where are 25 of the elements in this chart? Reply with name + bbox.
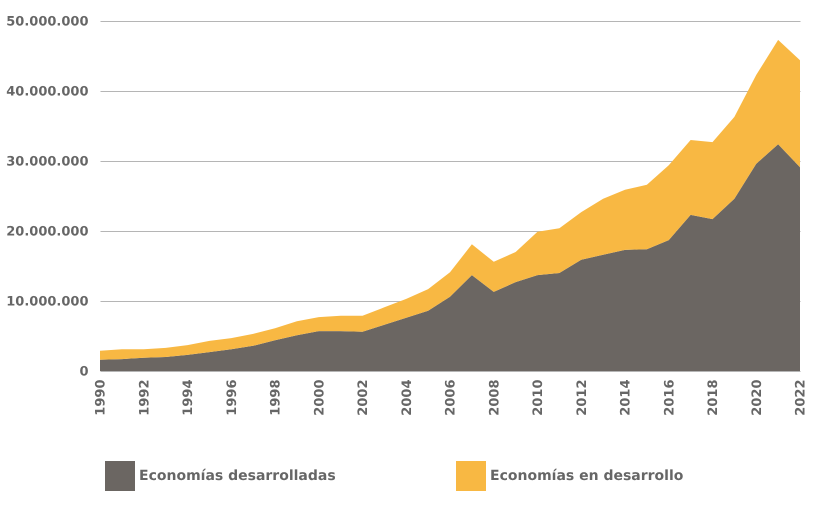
x-tick-label: 2006 (444, 380, 458, 416)
legend-label: Economías desarrolladas (139, 468, 336, 484)
y-tick-label: 40.000.000 (6, 84, 88, 100)
x-tick-label: 1992 (137, 380, 152, 416)
x-tick-label: 2008 (487, 380, 502, 416)
x-tick-label: 2016 (662, 380, 678, 416)
x-tick-label: 2018 (706, 380, 721, 416)
y-tick-label: 20.000.000 (6, 224, 88, 240)
x-tick-label: 2014 (618, 380, 634, 416)
x-tick-label: 2022 (794, 380, 808, 416)
y-tick-label: 50.000.000 (6, 14, 88, 30)
x-tick-label: 2020 (750, 380, 765, 416)
x-tick-label: 1996 (224, 380, 240, 416)
legend-label: Economías en desarrollo (490, 468, 684, 484)
x-tick-label: 1994 (181, 380, 196, 416)
x-tick-label: 2012 (574, 380, 590, 416)
x-tick-label: 2002 (356, 380, 371, 416)
x-tick-label: 2010 (531, 380, 546, 416)
x-tick-label: 2000 (312, 380, 328, 416)
y-tick-label: 30.000.000 (6, 154, 88, 170)
y-tick-label: 0 (79, 364, 88, 380)
x-tick-label: 1990 (94, 380, 108, 416)
x-tick-label: 2004 (400, 380, 415, 416)
x-tick-label: 1998 (268, 380, 284, 416)
y-tick-label: 10.000.000 (6, 294, 88, 310)
